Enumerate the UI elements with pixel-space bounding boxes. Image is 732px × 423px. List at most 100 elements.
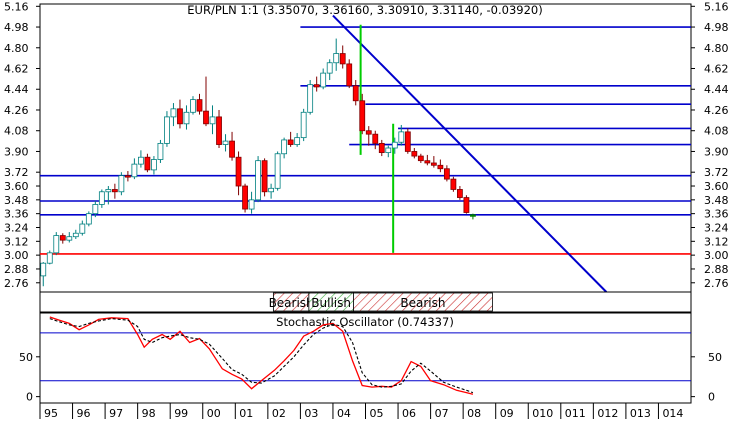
price-y-label-left-15: 2.88 — [4, 263, 29, 276]
candle-body-19 — [164, 116, 170, 144]
price-chart-title: EUR/PLN 1:1 (3.35070, 3.36160, 3.30910, … — [187, 3, 542, 17]
price-y-label-right-1: 4.98 — [704, 21, 729, 34]
candle-body-63 — [450, 178, 457, 190]
candle-body-55 — [398, 131, 405, 143]
sentiment-band-2 — [353, 292, 493, 312]
stochastic-title: Stochastic Oscillator (0.74337) — [276, 315, 454, 329]
x-label-19: 014 — [662, 407, 683, 420]
candle-body-56 — [404, 131, 411, 152]
x-label-8: 03 — [304, 407, 318, 420]
price-y-label-right-16: 2.76 — [704, 277, 729, 290]
candle-body-46 — [339, 53, 346, 65]
price-trendline — [332, 14, 608, 293]
price-y-label-left-7: 3.90 — [4, 145, 29, 158]
candle-body-26 — [209, 116, 216, 125]
price-y-label-right-0: 5.16 — [704, 0, 729, 13]
price-y-label-right-6: 4.08 — [704, 125, 729, 138]
price-y-label-left-2: 4.80 — [4, 42, 29, 55]
candle-body-15 — [138, 156, 144, 165]
x-label-15: 010 — [532, 407, 553, 420]
x-label-18: 013 — [630, 407, 651, 420]
candle-body-8 — [92, 204, 99, 215]
candle-body-35 — [268, 187, 275, 193]
candle-body-33 — [255, 160, 261, 201]
price-y-label-left-9: 3.60 — [4, 180, 29, 193]
candle-body-14 — [131, 163, 138, 178]
candle-body-65 — [463, 197, 470, 213]
x-label-5: 00 — [207, 407, 221, 420]
candle-body-52 — [378, 142, 385, 154]
stochastic-series-solid — [49, 316, 474, 395]
candle-body-44 — [326, 62, 333, 74]
candle-body-45 — [333, 53, 340, 64]
x-label-12: 07 — [435, 407, 449, 420]
price-y-label-right-10: 3.48 — [704, 194, 729, 207]
candle-body-23 — [190, 99, 196, 113]
candle-body-51 — [372, 133, 379, 144]
candle-body-2 — [53, 235, 60, 254]
candle-body-3 — [59, 235, 66, 241]
candle-body-18 — [157, 142, 164, 160]
candle-body-47 — [346, 63, 353, 87]
x-label-2: 97 — [109, 407, 123, 420]
candle-body-64 — [456, 189, 463, 198]
x-label-7: 02 — [272, 407, 286, 420]
candle-body-9 — [98, 191, 105, 205]
price-y-label-left-1: 4.98 — [4, 21, 29, 34]
price-y-label-right-14: 3.00 — [704, 249, 729, 262]
price-y-label-left-4: 4.44 — [4, 83, 29, 96]
price-y-label-left-5: 4.26 — [4, 104, 29, 117]
stochastic-y-label-left-1: 0 — [26, 391, 33, 404]
sentiment-label-0: Bearish — [269, 296, 314, 310]
stochastic-y-label-right-1: 0 — [708, 391, 715, 404]
price-y-label-left-0: 5.16 — [4, 0, 29, 13]
candle-body-13 — [124, 175, 131, 178]
price-panel: EUR/PLN 1:1 (3.35070, 3.36160, 3.30910, … — [4, 0, 729, 293]
price-y-label-right-7: 3.90 — [704, 145, 729, 158]
price-y-label-right-15: 2.88 — [704, 263, 729, 276]
price-y-axis: 5.16 5.16 4.98 4.98 4.80 4.80 4.62 4.62 4.44 4.44… — [4, 0, 729, 289]
stochastic-y-axis: 50 50 0 0 — [19, 351, 722, 404]
price-y-label-left-14: 3.00 — [4, 249, 29, 262]
x-label-14: 09 — [500, 407, 514, 420]
candle-body-7 — [85, 213, 92, 225]
candle-body-43 — [320, 72, 327, 88]
price-y-label-right-11: 3.36 — [704, 208, 729, 221]
stochastic-series-dashed — [49, 318, 474, 394]
candle-body-41 — [307, 84, 314, 113]
candle-body-4 — [66, 236, 73, 241]
candle-body-22 — [183, 111, 190, 125]
time-x-axis: 95 96 97 98 99 00 01 02 03 04 05 06 07 08 09 010 011 012 0… — [39, 402, 691, 420]
price-y-label-right-4: 4.44 — [704, 83, 729, 96]
price-horizontal-lines — [40, 26, 691, 255]
candle-body-54 — [391, 141, 398, 149]
x-label-1: 96 — [77, 407, 91, 420]
price-y-label-left-11: 3.36 — [4, 208, 29, 221]
candle-body-17 — [151, 159, 157, 171]
candle-body-34 — [261, 160, 268, 193]
candle-body-40 — [300, 111, 307, 139]
price-plot-area — [39, 3, 692, 293]
candle-body-57 — [411, 151, 418, 157]
stochastic-panel: Stochastic Oscillator (0.74337) 50 50 0 0 — [19, 312, 722, 404]
x-label-11: 06 — [402, 407, 416, 420]
candle-body-5 — [72, 232, 79, 238]
price-y-label-right-2: 4.80 — [704, 42, 729, 55]
candle-body-31 — [242, 185, 248, 210]
candle-body-32 — [248, 199, 255, 210]
sentiment-label-2: Bearish — [400, 296, 445, 310]
candle-body-11 — [111, 189, 118, 193]
price-y-label-left-10: 3.48 — [4, 194, 29, 207]
x-label-9: 04 — [337, 407, 351, 420]
price-y-label-right-5: 4.26 — [704, 104, 729, 117]
candle-body-25 — [203, 110, 209, 125]
price-y-label-left-12: 3.24 — [4, 221, 29, 234]
candle-body-53 — [385, 147, 392, 154]
candle-body-48 — [352, 85, 359, 102]
price-y-label-left-8: 3.72 — [4, 166, 29, 179]
stochastic-y-label-right-0: 50 — [708, 351, 722, 364]
x-label-4: 99 — [174, 407, 188, 420]
candle-body-10 — [105, 189, 112, 193]
